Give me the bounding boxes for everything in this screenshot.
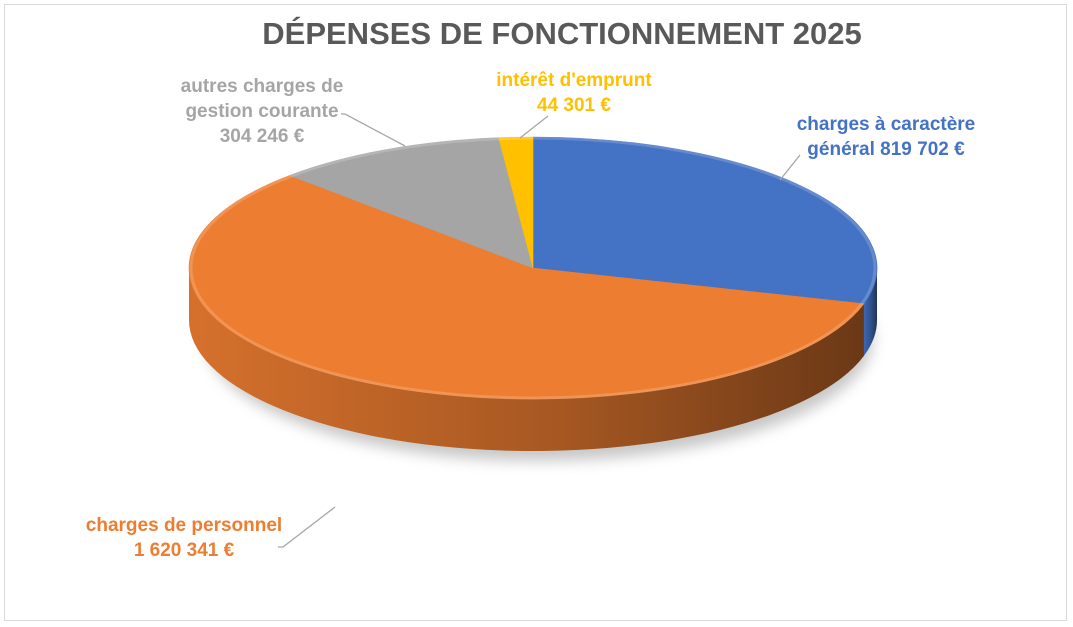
pie-top-rim xyxy=(189,136,877,400)
data-label-3: intérêt d'emprunt 44 301 € xyxy=(496,70,652,116)
leader-line-3 xyxy=(519,115,549,139)
pie-slice-3 xyxy=(498,136,534,269)
leader-line-2 xyxy=(341,113,406,147)
data-label-1: charges de personnel 1 620 341 € xyxy=(86,515,282,561)
data-label-1-line-0: charges de personnel xyxy=(86,515,282,536)
data-label-0-line-0: charges à caractère xyxy=(797,114,976,135)
chart-title: DÉPENSES DE FONCTIONNEMENT 2025 xyxy=(262,16,861,51)
data-label-2-line-0: autres charges de xyxy=(181,76,344,97)
leader-line-1 xyxy=(278,506,336,548)
pie-side-shade-1 xyxy=(189,268,864,452)
leader-line-0 xyxy=(779,154,801,181)
pie-side-shade-0 xyxy=(863,268,877,356)
pie-top xyxy=(188,136,878,400)
pie-slice-1 xyxy=(188,175,865,400)
data-label-2-line-2: 304 246 € xyxy=(220,126,305,147)
data-label-0-line-1: général 819 702 € xyxy=(807,139,965,160)
pie-slice-2 xyxy=(288,137,534,269)
pie-sides xyxy=(189,268,877,452)
data-labels: charges à caractère général 819 702 €char… xyxy=(86,70,975,561)
leader-lines xyxy=(278,113,801,548)
data-label-3-line-1: 44 301 € xyxy=(537,95,611,116)
data-label-1-line-1: 1 620 341 € xyxy=(134,540,235,561)
data-label-2: autres charges de gestion courante 304 246… xyxy=(181,76,344,147)
data-label-2-line-1: gestion courante xyxy=(185,101,338,122)
data-label-3-line-0: intérêt d'emprunt xyxy=(496,70,652,91)
pie-slice-0 xyxy=(532,136,878,305)
data-label-0: charges à caractère général 819 702 € xyxy=(797,114,976,160)
